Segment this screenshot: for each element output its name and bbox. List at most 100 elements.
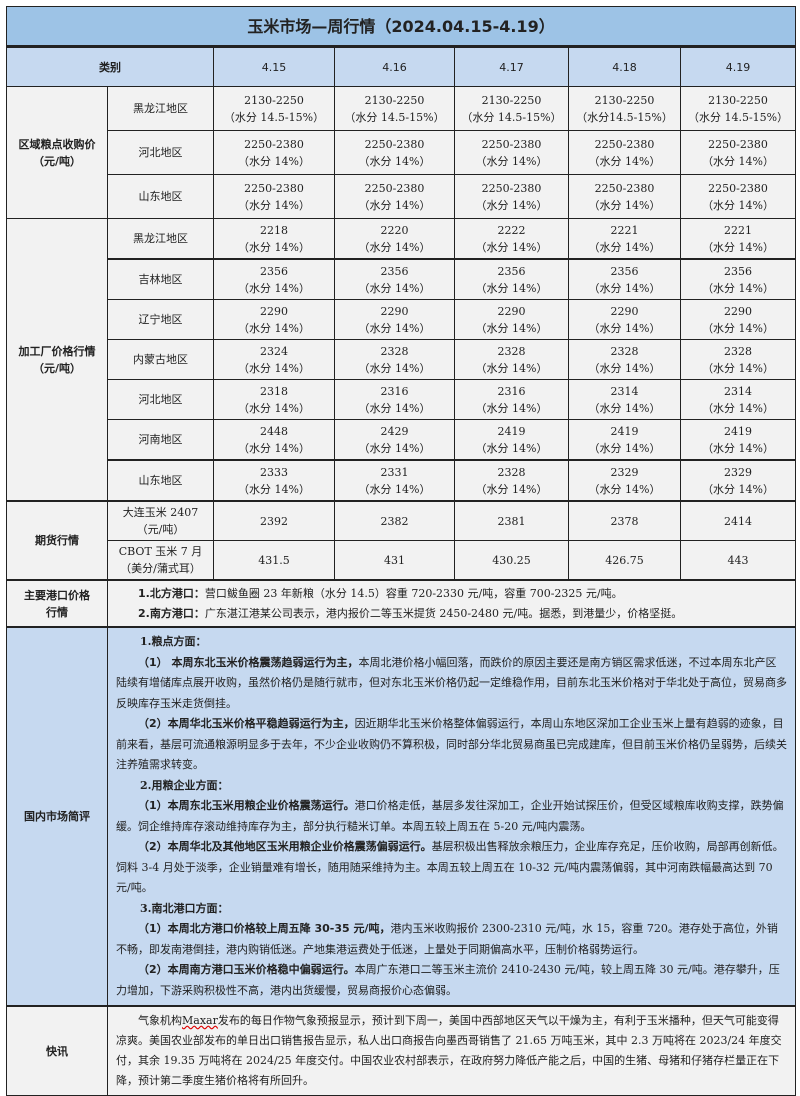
price-value: 2448 xyxy=(260,424,288,438)
section-heading: 1.粮点方面： xyxy=(140,635,207,648)
region-name: 山东地区 xyxy=(107,459,214,502)
price-cell: 2222 （水分 14%） xyxy=(454,218,569,260)
table-row: 区域粮点收购价 （元/吨） 黑龙江地区 2130-2250 （水分 14.5-15%） 2… xyxy=(6,86,797,219)
table-row: 辽宁地区 2290 （水分 14%） 2290 （水分 14%） 2290 （水分 14%）… xyxy=(7,299,797,340)
moisture-note: （水分 14%） xyxy=(475,240,548,254)
moisture-note: （水分 14%） xyxy=(702,198,775,212)
moisture-note: （水分 14%） xyxy=(588,401,661,415)
price-value: 2356 xyxy=(724,264,753,278)
price-cell: 2220 （水分 14%） xyxy=(334,218,455,260)
table-row: 山东地区 2250-2380 （水分 14%） 2250-2380 （水分 14%） 22… xyxy=(7,174,797,219)
price-cell: 2314 （水分 14%） xyxy=(679,379,797,420)
moisture-note: （水分 14%） xyxy=(475,154,548,168)
price-cell: 2329 （水分 14%） xyxy=(679,459,797,502)
futures-price: 431.5 xyxy=(213,540,335,581)
price-cell: 2130-2250 （水分 14.5-15%） xyxy=(334,86,455,131)
label-line: 主要港口价格 xyxy=(24,588,90,602)
price-value: 2130-2250 xyxy=(708,93,768,107)
port-name: 1.北方港口： xyxy=(138,586,205,600)
price-value: 2333 xyxy=(260,465,288,479)
moisture-note: （水分 14%） xyxy=(238,441,310,455)
moisture-note: （水分 14%） xyxy=(702,361,775,375)
price-cell: 2448 （水分 14%） xyxy=(213,419,335,461)
price-value: 2250-2380 xyxy=(708,137,768,151)
price-value: 2356 xyxy=(380,264,409,278)
category-header: 类别 xyxy=(6,46,214,87)
price-cell: 2328 （水分 14%） xyxy=(679,339,797,380)
moisture-note: （水分 14%） xyxy=(358,321,431,335)
moisture-note: （水分 14.5-15%） xyxy=(344,110,445,124)
table-row: 加工厂价格行情 （元/吨） 黑龙江地区 2218 （水分 14%） 2220 （水分 14%… xyxy=(6,218,797,502)
price-cell: 2130-2250 （水分 14.5-15%） xyxy=(213,86,335,131)
price-value: 2318 xyxy=(260,384,288,398)
futures-price: 2382 xyxy=(334,500,455,541)
futures-price: 426.75 xyxy=(568,540,681,581)
price-value: 2328 xyxy=(497,344,526,358)
moisture-note: （水分 14%） xyxy=(588,281,661,295)
price-cell: 2419 （水分 14%） xyxy=(679,419,797,461)
price-cell: 2328 （水分 14%） xyxy=(454,339,569,380)
price-cell: 2328 （水分 14%） xyxy=(568,339,681,380)
table-row: 河北地区 2250-2380 （水分 14%） 2250-2380 （水分 14%） 22… xyxy=(7,130,797,175)
price-value: 2290 xyxy=(724,304,753,318)
price-value: 2290 xyxy=(380,304,409,318)
price-cell: 2290 （水分 14%） xyxy=(334,299,455,340)
moisture-note: （水分 14%） xyxy=(238,198,310,212)
port-text: 营口鲅鱼圈 23 年新粮（水分 14.5）容重 720-2330 元/吨，容重 … xyxy=(204,586,623,600)
date-header: 4.17 xyxy=(454,46,569,87)
moisture-note: （水分 14%） xyxy=(238,361,310,375)
moisture-note: （水分 14%） xyxy=(238,281,310,295)
contract: 大连玉米 2407 xyxy=(122,506,199,519)
price-cell: 2331 （水分 14%） xyxy=(334,459,455,502)
price-cell: 2290 （水分 14%） xyxy=(213,299,335,340)
moisture-note: （水分 14%） xyxy=(588,321,661,335)
regional-purchase-price-label: 区域粮点收购价 （元/吨） xyxy=(6,86,108,219)
paragraph-text: 本周北港价格小幅回落，而跌价的原因主要还是南方销区需求低迷，不过本周东北产区陆续… xyxy=(116,655,787,710)
price-cell: 2221 （水分 14%） xyxy=(679,218,797,260)
price-value: 2130-2250 xyxy=(244,93,304,107)
contract-name: 大连玉米 2407 （元/吨） xyxy=(107,500,214,541)
price-cell: 2250-2380 （水分 14%） xyxy=(679,130,797,175)
price-value: 2222 xyxy=(497,223,526,237)
contract-unit: （美分/蒲式耳） xyxy=(120,562,201,575)
price-cell: 2328 （水分 14%） xyxy=(334,339,455,380)
moisture-note: （水分 14%） xyxy=(702,321,775,335)
price-cell: 2250-2380 （水分 14%） xyxy=(334,174,455,219)
price-value: 2331 xyxy=(380,465,409,479)
price-cell: 2290 （水分 14%） xyxy=(568,299,681,340)
price-cell: 2250-2380 （水分 14%） xyxy=(334,130,455,175)
moisture-note: （水分 14%） xyxy=(475,441,548,455)
commentary-paragraph: （1） 本周东北玉米价格震荡趋弱运行为主，本周北港价格小幅回落，而跌价的原因主要… xyxy=(116,653,787,715)
moisture-note: （水分 14%） xyxy=(358,240,431,254)
futures-price: 443 xyxy=(679,540,797,581)
date-header: 4.18 xyxy=(568,46,681,87)
paragraph-lead: （1）本周北方港口价格较上周五降 30-35 元/吨， xyxy=(138,922,391,935)
table-row: 期货行情 大连玉米 2407 （元/吨） 2392 2382 2381 2378 2414 xyxy=(6,500,797,581)
price-cell: 2316 （水分 14%） xyxy=(334,379,455,420)
commentary-content: 1.粮点方面： （1） 本周东北玉米价格震荡趋弱运行为主，本周北港价格小幅回落，而… xyxy=(106,626,797,1007)
paragraph-lead: （2）本周华北玉米价格平稳趋弱运行为主， xyxy=(138,717,355,730)
label-unit: （元/吨） xyxy=(32,154,82,168)
price-cell: 2314 （水分 14%） xyxy=(568,379,681,420)
port-name: 2.南方港口： xyxy=(138,606,205,620)
moisture-note: （水分 14%） xyxy=(702,482,775,496)
moisture-note: （水分 14%） xyxy=(588,154,661,168)
price-cell: 2130-2250 （水分14.5-15%） xyxy=(568,86,681,131)
price-cell: 2324 （水分 14%） xyxy=(213,339,335,380)
news-text: 气象机构 xyxy=(138,1014,182,1027)
section-heading: 2.用粮企业方面： xyxy=(140,778,229,792)
commentary-paragraph: （1）本周东北玉米用粮企业价格震荡运行。港口价格走低，基层多发往深加工，企业开始… xyxy=(116,796,787,837)
commentary-paragraph: （1）本周北方港口价格较上周五降 30-35 元/吨，港内玉米收购报价 2300… xyxy=(116,919,787,960)
commentary-paragraph: （2）本周华北及其他地区玉米用粮企业价格震荡偏弱运行。基层积极出售释放余粮压力，… xyxy=(116,837,787,899)
moisture-note: （水分 14%） xyxy=(475,321,548,335)
moisture-note: （水分 14.5-15%） xyxy=(461,110,562,124)
price-value: 2314 xyxy=(724,384,753,398)
moisture-note: （水分 14%） xyxy=(702,281,775,295)
paragraph-text: 港口价格走低，基层多发往深加工，企业开始试探压价，但受区域粮库收购支撑，跌势偏缓… xyxy=(116,799,784,833)
moisture-note: （水分 14%） xyxy=(588,198,661,212)
moisture-note: （水分 14%） xyxy=(238,482,310,496)
price-cell: 2356 （水分 14%） xyxy=(334,258,455,300)
price-value: 2250-2380 xyxy=(244,181,304,195)
price-value: 2419 xyxy=(724,424,753,438)
price-cell: 2290 （水分 14%） xyxy=(679,299,797,340)
